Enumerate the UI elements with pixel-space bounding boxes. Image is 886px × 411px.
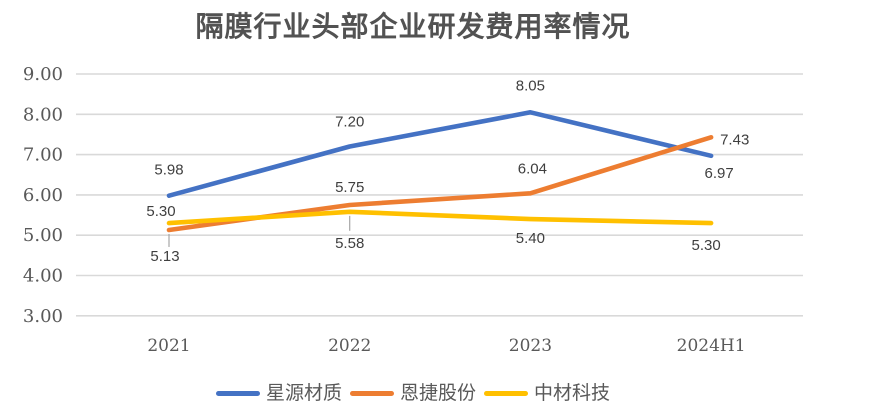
data-label: 5.40: [516, 230, 545, 247]
data-label: 5.98: [154, 162, 183, 179]
y-axis-tick-label: 5.00: [23, 225, 63, 246]
data-label: 5.58: [335, 235, 364, 252]
legend-swatch-orange-line: [349, 390, 394, 396]
line-chart-plot-area: 9.00 8.00 7.00 6.00 5.00 4.00 3.00 2021 2022 2023…: [23, 64, 803, 356]
data-label: 5.13: [150, 248, 179, 265]
legend: 星源材质 恩捷股份 中材科技: [0, 380, 826, 406]
data-label: 6.97: [704, 165, 733, 182]
data-label: 6.04: [518, 160, 547, 177]
x-axis-tick-label: 2021: [147, 336, 190, 356]
series-line-2: [166, 209, 714, 226]
x-axis-tick-label: 2024H1: [677, 336, 746, 356]
y-axis-tick-label: 8.00: [23, 104, 63, 125]
x-axis-tick-label: 2022: [328, 336, 371, 356]
legend-label: 恩捷股份: [399, 382, 476, 404]
data-label: 5.30: [146, 203, 175, 220]
data-label: 5.30: [691, 237, 720, 254]
y-axis-tick-label: 3.00: [23, 306, 63, 327]
y-axis-tick-label: 4.00: [23, 266, 63, 287]
legend-swatch-blue-line: [215, 390, 260, 396]
legend-item-series-1: 恩捷股份: [349, 382, 476, 404]
legend-swatch-yellow-line: [484, 390, 528, 396]
data-label: 7.43: [720, 131, 749, 148]
data-label: 7.20: [335, 114, 364, 131]
x-axis-tick-label: 2023: [509, 336, 552, 356]
legend-label: 星源材质: [265, 382, 342, 404]
data-label: 8.05: [516, 77, 545, 94]
series-line-0: [166, 110, 714, 198]
chart-title: 隔膜行业头部企业研发费用率情况: [195, 11, 631, 42]
y-axis-tick-label: 6.00: [23, 185, 63, 206]
y-axis-tick-label: 9.00: [23, 64, 63, 85]
legend-label: 中材科技: [534, 382, 611, 404]
legend-item-series-2: 中材科技: [484, 384, 610, 403]
y-axis-tick-label: 7.00: [23, 145, 63, 166]
chart-title-row: 隔膜行业头部企业研发费用率情况: [0, 0, 826, 45]
legend-item-series-0: 星源材质: [215, 382, 342, 404]
data-label: 5.75: [335, 179, 364, 196]
